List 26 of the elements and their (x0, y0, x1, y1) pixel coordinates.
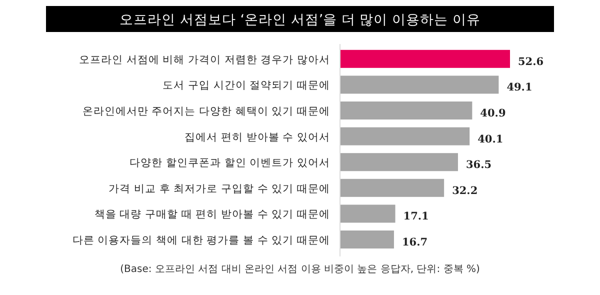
y-tick-label: 집에서 편히 받아볼 수 있어서 (184, 131, 330, 144)
data-label: 32.2 (452, 184, 478, 197)
y-tick-label: 오프라인 서점에 비해 가격이 저렴한 경우가 많아서 (78, 54, 330, 66)
bar (340, 76, 499, 94)
data-label: 52.6 (518, 56, 544, 68)
bar (340, 204, 396, 223)
y-tick-label: 온라인에서만 주어지는 다양한 혜택이 있기 때문에 (82, 106, 330, 118)
y-tick-label: 가격 비교 후 최저가로 구입할 수 있기 때문에 (108, 182, 330, 195)
bar (340, 127, 470, 146)
bar (340, 50, 510, 68)
data-label: 16.7 (402, 236, 428, 248)
chart-title: 오프라인 서점보다 ‘온라인 서점’을 더 많이 이용하는 이유 (120, 12, 480, 28)
y-tick-label: 다양한 할인쿠폰과 할인 이벤트가 있어서 (130, 157, 330, 170)
bar (340, 102, 472, 120)
bar (340, 230, 394, 248)
bar (340, 178, 444, 197)
data-label: 36.5 (466, 159, 492, 172)
y-tick-label: 도서 구입 시간이 절약되기 때문에 (162, 80, 330, 92)
data-label: 17.1 (403, 210, 429, 223)
data-label: 49.1 (506, 82, 532, 94)
text: (Base: 오프라인 서점 대비 온라인 서점 이용 비중이 높은 응답자, 단위: 중복 %) (120, 264, 480, 275)
y-tick-label: 다른 이용자들의 책에 대한 평가를 볼 수 있기 때문에 (72, 234, 330, 246)
data-label: 40.1 (478, 133, 504, 146)
y-tick-label: 책을 대량 구매할 때 편히 받아볼 수 있기 때문에 (94, 208, 330, 221)
data-label: 40.9 (480, 108, 506, 120)
bar (340, 153, 458, 172)
